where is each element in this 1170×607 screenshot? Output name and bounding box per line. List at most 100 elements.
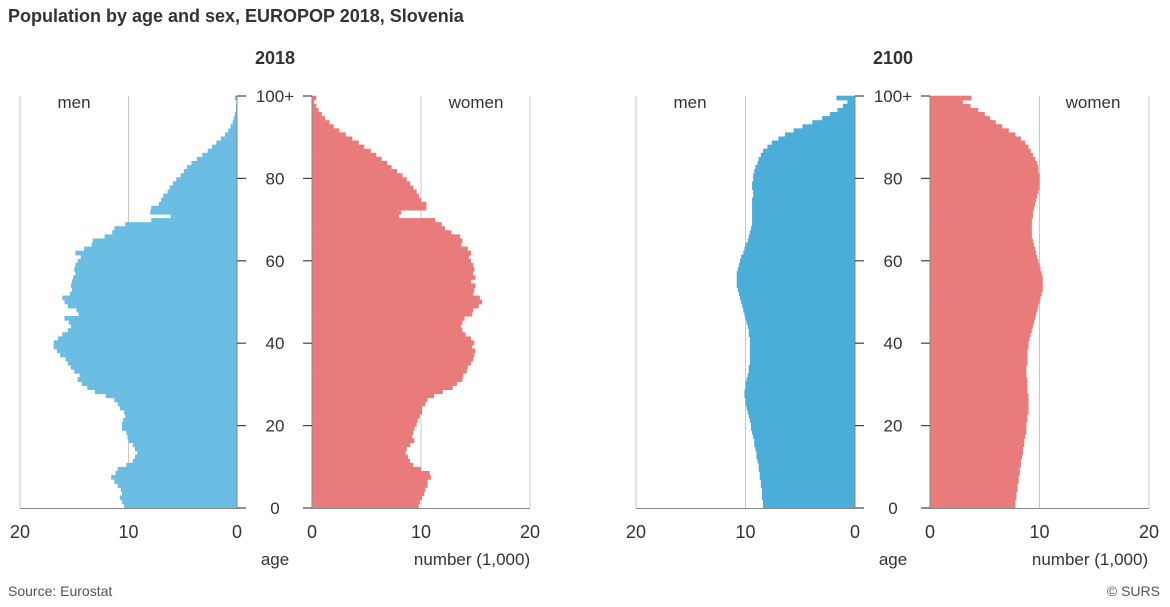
women-bar-age-70: [312, 218, 436, 223]
men-bar-age-50: [741, 299, 855, 305]
women-bar-age-94: [930, 120, 996, 125]
women-bar-age-60: [312, 258, 472, 264]
men-bar-age-87: [763, 148, 855, 154]
women-bar-age-64: [312, 242, 462, 248]
men-bar-age-89: [216, 140, 237, 146]
age-tick-label: 60: [884, 252, 903, 271]
men-bar-age-17: [127, 434, 237, 439]
men-bar-age-64: [91, 242, 237, 248]
men-bar-age-12: [135, 454, 237, 460]
women-bar-age-31: [930, 377, 1028, 382]
men-bar-age-39: [749, 344, 855, 350]
women-bar-age-40: [312, 340, 475, 346]
men-bar-age-87: [207, 148, 237, 154]
men-bar-age-16: [754, 438, 855, 444]
women-bar-age-100: [312, 95, 317, 101]
series-women: [930, 95, 1043, 509]
men-bar-age-12: [756, 454, 855, 460]
men-bar-age-28: [94, 389, 238, 395]
men-x-tick-label: 0: [850, 522, 860, 542]
men-bar-age-14: [755, 446, 855, 452]
age-tick-label: 0: [888, 499, 897, 518]
women-bar-age-75: [930, 197, 1037, 203]
men-bar-age-92: [228, 128, 237, 134]
women-bar-age-13: [312, 450, 406, 456]
men-bar-age-24: [119, 405, 237, 411]
women-bar-age-5: [930, 483, 1018, 488]
men-bar-age-100: [836, 95, 855, 101]
men-bar-age-37: [749, 352, 855, 358]
women-bar-age-83: [312, 165, 392, 170]
women-bar-age-56: [930, 275, 1043, 280]
women-bar-age-11: [930, 458, 1021, 464]
women-bar-age-84: [312, 160, 388, 166]
women-bar-age-7: [312, 475, 431, 480]
women-bar-age-99: [312, 99, 315, 105]
x-axis-label: number (1,000): [1032, 550, 1148, 569]
men-bar-age-47: [78, 311, 237, 317]
men-bar-age-5: [760, 483, 855, 488]
men-bar-age-43: [748, 328, 855, 333]
men-bar-age-92: [793, 128, 855, 134]
women-bar-age-63: [312, 246, 468, 252]
women-bar-age-54: [930, 283, 1043, 289]
men-bar-age-16: [128, 438, 237, 444]
men-bar-age-57: [736, 271, 855, 276]
women-bar-age-90: [312, 136, 353, 142]
women-bar-age-27: [312, 393, 435, 399]
women-bar-age-89: [312, 140, 359, 146]
men-bar-age-60: [77, 258, 237, 264]
bars: [736, 95, 1043, 509]
women-bar-age-80: [930, 177, 1040, 182]
men-bar-age-79: [172, 181, 238, 187]
age-tick-label: 100+: [874, 87, 912, 106]
women-bar-age-7: [930, 475, 1019, 480]
women-bar-age-85: [930, 156, 1036, 162]
men-bar-age-97: [837, 107, 855, 113]
men-bar-age-5: [117, 483, 237, 488]
men-bar-age-69: [752, 222, 855, 227]
men-label: men: [57, 93, 90, 112]
women-bar-age-0: [930, 503, 1016, 509]
women-bar-age-63: [930, 246, 1036, 252]
men-bar-age-71: [752, 214, 855, 219]
age-tick-label: 40: [884, 334, 903, 353]
women-bar-age-5: [312, 483, 428, 488]
women-bar-age-98: [312, 103, 317, 109]
women-bar-age-46: [930, 315, 1036, 321]
women-bar-age-41: [312, 336, 472, 342]
women-bar-age-15: [930, 442, 1025, 448]
women-bar-age-43: [930, 328, 1032, 333]
men-bar-age-100: [234, 95, 237, 101]
men-bar-age-51: [62, 295, 238, 301]
men-bar-age-49: [742, 303, 855, 309]
men-bar-age-33: [74, 369, 237, 374]
women-bar-age-96: [930, 112, 985, 117]
women-bar-age-92: [312, 128, 340, 134]
age-axis: 0 20 40 60 80 100+: [237, 87, 312, 518]
women-bar-age-49: [930, 303, 1039, 309]
men-bar-age-63: [744, 246, 855, 252]
women-bar-age-38: [930, 348, 1028, 354]
men-bar-age-13: [137, 450, 237, 456]
women-bar-age-2: [312, 495, 423, 501]
men-bar-age-85: [758, 156, 855, 162]
women-bar-age-68: [930, 226, 1032, 231]
men-bar-age-81: [753, 173, 855, 178]
women-bar-age-91: [930, 132, 1016, 138]
men-bar-age-99: [847, 99, 855, 105]
pyramid-2018: 0 20 40 60 80 100+ 20 10 0 0 10 20 2018 men women age nu…: [10, 48, 540, 569]
men-bar-age-23: [747, 409, 855, 415]
men-bar-age-78: [752, 185, 855, 191]
age-tick-label: 60: [266, 252, 285, 271]
men-bar-age-61: [80, 254, 237, 260]
men-bar-age-77: [167, 189, 237, 195]
men-bar-age-20: [121, 422, 237, 427]
women-bar-age-20: [930, 422, 1027, 427]
women-bar-age-4: [312, 487, 426, 492]
men-bar-age-68: [114, 226, 237, 231]
women-bar-age-11: [312, 458, 411, 464]
women-bar-age-16: [930, 438, 1025, 444]
women-bar-age-45: [312, 320, 463, 325]
men-bar-age-9: [758, 466, 855, 472]
